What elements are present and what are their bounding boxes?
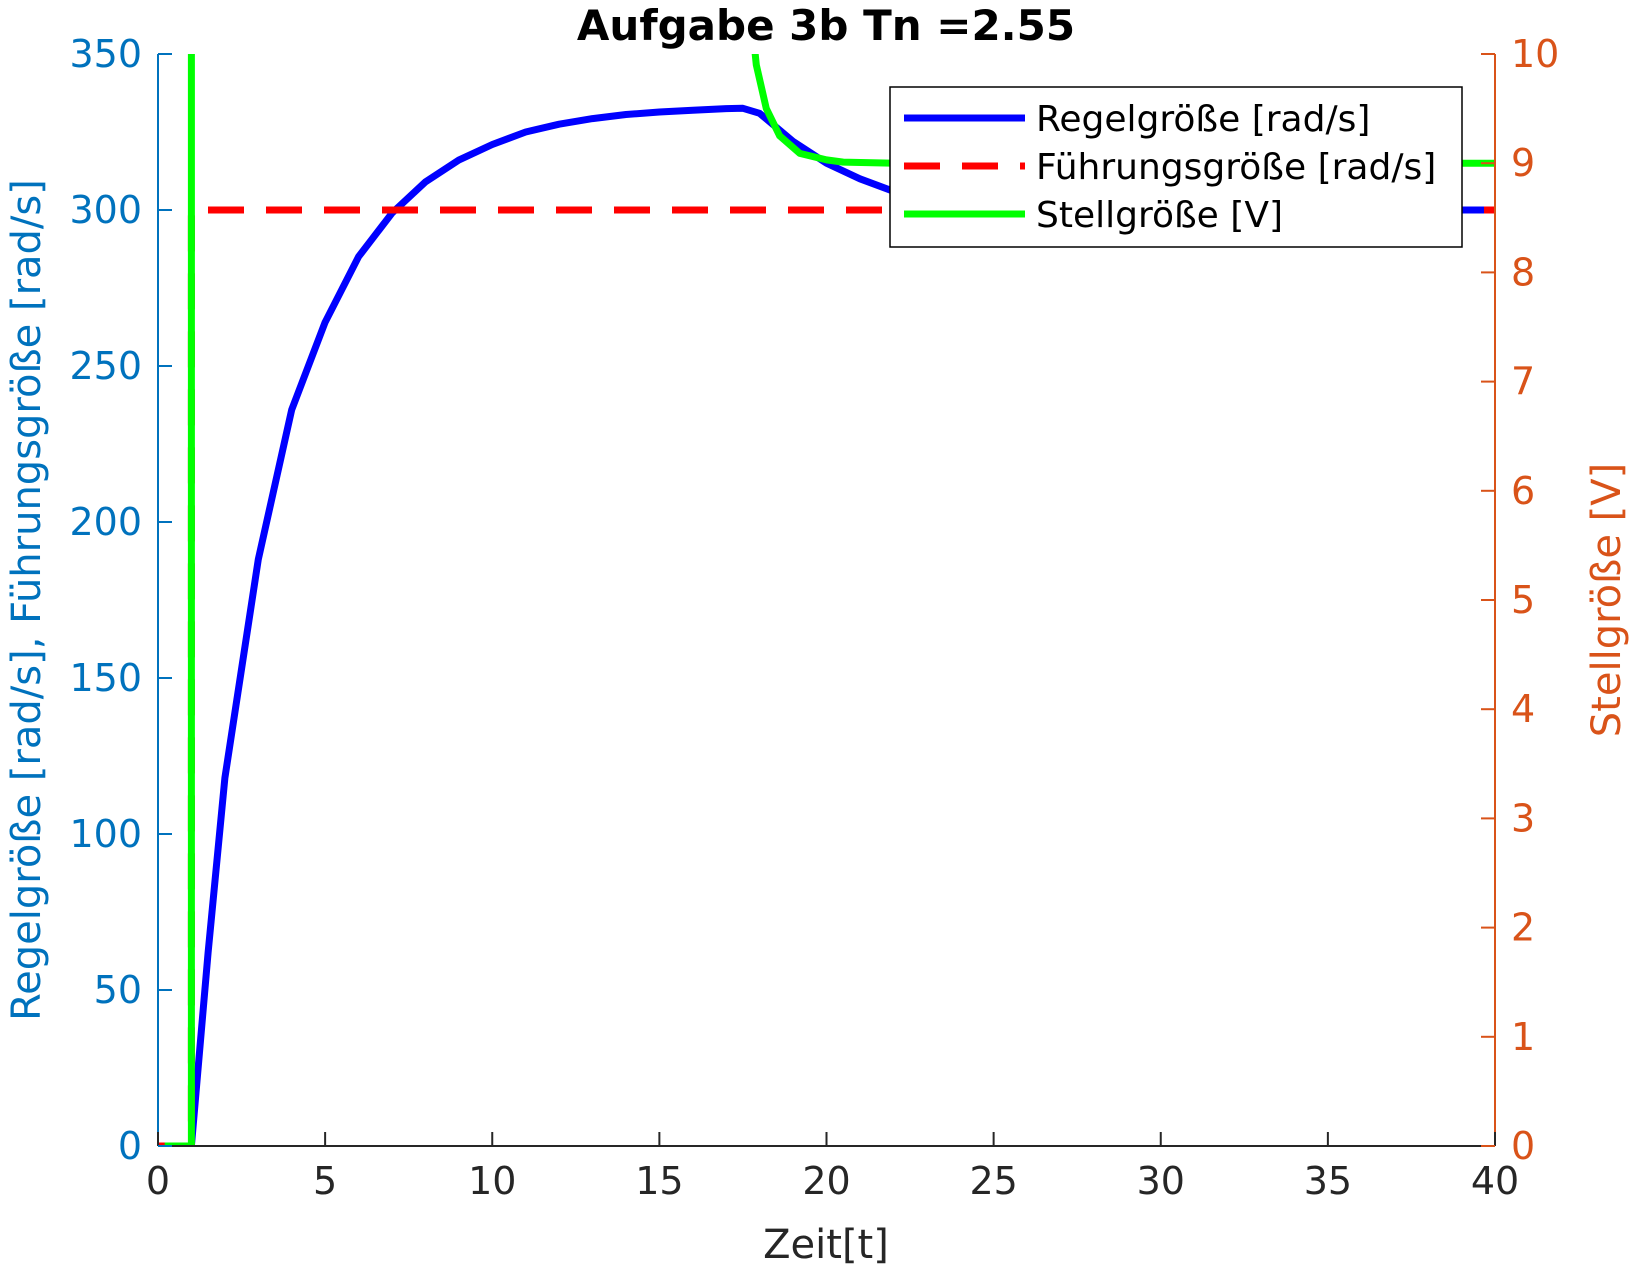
y-left-tick-label: 100 [69,812,142,856]
x-tick-label: 0 [146,1159,170,1203]
y-axis-left-label: Regelgröße [rad/s], Führungsgröße [rad/s… [4,179,50,1021]
y-right-tick-label: 2 [1511,906,1535,950]
y-axis-right-label: Stellgröße [V] [1584,463,1630,737]
legend-label-2: Führungsgröße [rad/s] [1036,147,1436,188]
x-tick-label: 10 [468,1159,516,1203]
x-tick-label: 15 [635,1159,683,1203]
x-tick-label: 30 [1137,1159,1185,1203]
y-left-tick-label: 150 [69,656,142,700]
y-right-tick-label: 9 [1511,141,1535,185]
y-left-tick-label: 300 [69,188,142,232]
y-right-tick-label: 8 [1511,250,1535,294]
legend: Regelgröße [rad/s] Führungsgröße [rad/s] S… [889,86,1463,248]
y-left-tick-label: 0 [118,1124,142,1168]
y-left-tick-label: 50 [94,968,142,1012]
x-axis-label: Zeit[t] [763,1222,889,1268]
x-tick-label: 35 [1304,1159,1352,1203]
x-tick-label: 20 [802,1159,850,1203]
chart-title: Aufgabe 3b Tn =2.55 [577,1,1075,50]
axes-layer: 0 5 10 15 20 25 30 35 40050100150200250300350012… [69,32,1559,1203]
x-tick-label: 5 [313,1159,337,1203]
y-right-tick-label: 5 [1511,578,1535,622]
legend-items: Regelgröße [rad/s] Führungsgröße [rad/s] S… [904,99,1436,236]
y-left-tick-label: 200 [69,500,142,544]
y-right-tick-label: 6 [1511,469,1535,513]
series-line-2 [158,206,1495,1146]
y-right-tick-label: 4 [1511,687,1535,731]
y-right-tick-label: 10 [1511,32,1559,76]
y-left-tick-label: 250 [69,344,142,388]
y-right-tick-label: 0 [1511,1124,1535,1168]
legend-label-3: Stellgröße [V] [1036,195,1283,236]
y-right-tick-label: 3 [1511,796,1535,840]
x-tick-label: 25 [969,1159,1017,1203]
legend-label-1: Regelgröße [rad/s] [1036,99,1370,140]
series-line-1 [158,104,1495,1146]
x-tick-label: 40 [1471,1159,1519,1203]
y-right-tick-label: 7 [1511,360,1535,404]
y-left-tick-label: 350 [69,32,142,76]
y-right-tick-label: 1 [1511,1015,1535,1059]
